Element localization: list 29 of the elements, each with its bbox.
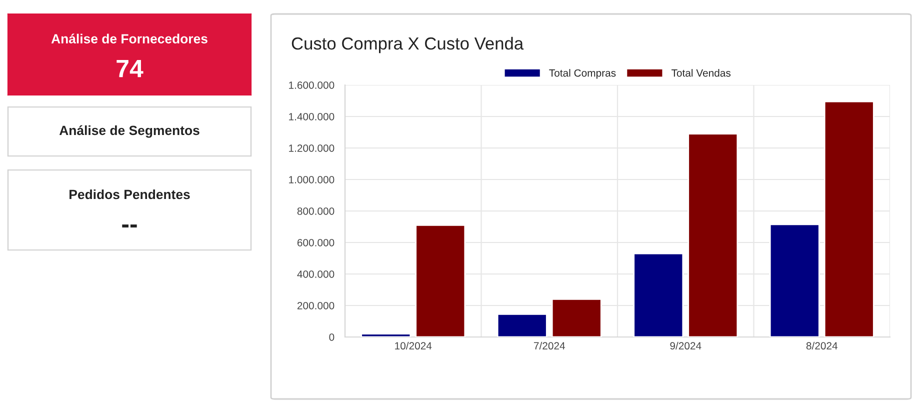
- x-tick-label: 7/2024: [534, 342, 565, 350]
- bar: [769, 224, 820, 337]
- text: 74: [116, 60, 144, 78]
- y-tick-label: 600.000: [297, 239, 334, 246]
- x-tick-label: 9/2024: [670, 342, 702, 350]
- y-tick-label: 1.400.000: [289, 113, 334, 120]
- text: Análise de Fornecedores: [51, 34, 208, 44]
- bar: [633, 252, 684, 337]
- y-tick-label: 400.000: [297, 270, 334, 278]
- bar: [688, 133, 738, 337]
- x-tick-label: 8/2024: [806, 342, 838, 350]
- y-tick-label: 1.200.000: [289, 144, 334, 152]
- bar: [824, 100, 874, 337]
- y-tick-label: 1.600.000: [289, 82, 334, 89]
- y-tick-label: 200.000: [297, 302, 334, 310]
- bar: [551, 298, 602, 337]
- text: Análise de Segmentos: [59, 125, 200, 138]
- bar: [360, 333, 412, 337]
- x-tick-label: 10/2024: [395, 342, 432, 350]
- legend-label: Total Vendas: [671, 69, 731, 77]
- chart-title: Custo Compra X Custo Venda: [292, 36, 524, 54]
- bar: [496, 313, 548, 337]
- bar: [415, 224, 466, 337]
- text: --: [122, 224, 137, 228]
- y-tick-label: 0: [329, 334, 334, 341]
- legend-label: Total Compras: [549, 69, 616, 79]
- y-tick-label: 800.000: [297, 208, 334, 215]
- y-tick-label: 1.000.000: [289, 176, 334, 184]
- text: Pedidos Pendentes: [70, 189, 190, 200]
